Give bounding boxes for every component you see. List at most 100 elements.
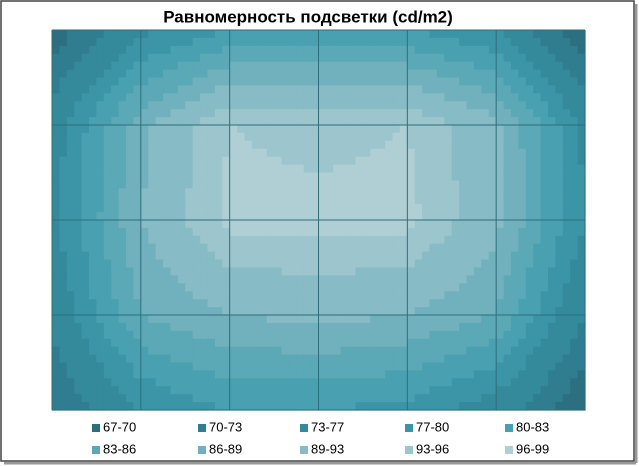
contour-cell	[488, 283, 497, 292]
contour-cell	[222, 77, 231, 87]
contour-cell	[155, 164, 164, 174]
contour-cell	[111, 164, 120, 174]
contour-cell	[459, 101, 468, 110]
contour-cell	[311, 330, 320, 340]
contour-cell	[399, 346, 408, 356]
contour-cell	[451, 291, 460, 300]
contour-cell	[74, 30, 83, 39]
contour-cell	[547, 251, 556, 261]
contour-cell	[103, 346, 112, 356]
contour-cell	[362, 132, 371, 142]
contour-cell	[59, 45, 68, 55]
contour-cell	[333, 180, 342, 189]
contour-cell	[348, 101, 357, 110]
contour-cell	[555, 315, 564, 324]
contour-cell	[185, 101, 194, 110]
contour-cell	[377, 164, 386, 174]
contour-cell	[496, 338, 505, 348]
contour-cell	[296, 140, 305, 150]
contour-cell	[392, 148, 401, 158]
contour-cell	[214, 93, 223, 102]
contour-cell	[340, 196, 349, 205]
contour-cell	[274, 164, 283, 174]
contour-cell	[133, 283, 142, 292]
contour-cell	[340, 109, 349, 118]
contour-cell	[488, 338, 497, 348]
contour-cell	[96, 346, 105, 356]
contour-cell	[303, 196, 312, 205]
contour-cell	[259, 275, 268, 284]
contour-cell	[66, 148, 75, 158]
contour-cell	[214, 322, 223, 332]
contour-cell	[103, 299, 112, 308]
contour-cell	[118, 61, 127, 71]
contour-cell	[281, 402, 290, 411]
contour-cell	[303, 212, 312, 221]
contour-cell	[444, 196, 453, 205]
contour-cell	[96, 354, 105, 364]
contour-cell	[503, 243, 512, 253]
contour-cell	[496, 156, 505, 166]
contour-cell	[348, 386, 357, 395]
contour-cell	[200, 394, 209, 403]
contour-cell	[74, 307, 83, 316]
contour-cell	[451, 140, 460, 150]
contour-cell	[177, 37, 186, 47]
contour-cell	[488, 77, 497, 87]
contour-cell	[348, 370, 357, 379]
contour-cell	[392, 235, 401, 245]
contour-cell	[570, 148, 579, 158]
contour-cell	[555, 85, 564, 94]
contour-cell	[251, 267, 260, 277]
contour-cell	[140, 188, 149, 197]
contour-cell	[473, 101, 482, 110]
contour-cell	[340, 53, 349, 63]
contour-cell	[185, 283, 194, 292]
contour-cell	[251, 77, 260, 87]
contour-cell	[325, 212, 334, 221]
contour-cell	[414, 275, 423, 284]
contour-cell	[185, 188, 194, 197]
contour-cell	[325, 37, 334, 47]
contour-cell	[318, 315, 327, 324]
contour-cell	[436, 156, 445, 166]
contour-cell	[533, 322, 542, 332]
contour-cell	[288, 330, 297, 340]
contour-cell	[429, 267, 438, 277]
contour-cell	[155, 140, 164, 150]
contour-cell	[303, 61, 312, 71]
contour-cell	[370, 101, 379, 110]
contour-cell	[533, 267, 542, 277]
contour-cell	[473, 30, 482, 39]
contour-cell	[89, 259, 98, 269]
contour-cell	[333, 291, 342, 300]
contour-cell	[488, 362, 497, 372]
contour-cell	[399, 140, 408, 150]
contour-cell	[392, 212, 401, 221]
contour-cell	[296, 109, 305, 118]
contour-cell	[577, 188, 586, 197]
contour-cell	[333, 212, 342, 221]
contour-cell	[214, 117, 223, 126]
contour-cell	[66, 362, 75, 372]
contour-cell	[399, 259, 408, 269]
contour-cell	[481, 251, 490, 261]
contour-cell	[562, 180, 571, 189]
contour-cell	[266, 212, 275, 221]
contour-cell	[429, 164, 438, 174]
contour-cell	[237, 45, 246, 55]
contour-cell	[318, 220, 327, 229]
contour-cell	[510, 140, 519, 150]
contour-cell	[436, 117, 445, 126]
contour-cell	[540, 259, 549, 269]
contour-cell	[52, 172, 61, 182]
contour-cell	[251, 196, 260, 205]
contour-cell	[436, 315, 445, 324]
contour-cell	[296, 402, 305, 411]
contour-cell	[192, 140, 201, 150]
contour-cell	[266, 125, 275, 134]
contour-cell	[525, 370, 534, 379]
contour-cell	[163, 148, 172, 158]
contour-cell	[222, 275, 231, 284]
contour-cell	[496, 77, 505, 87]
